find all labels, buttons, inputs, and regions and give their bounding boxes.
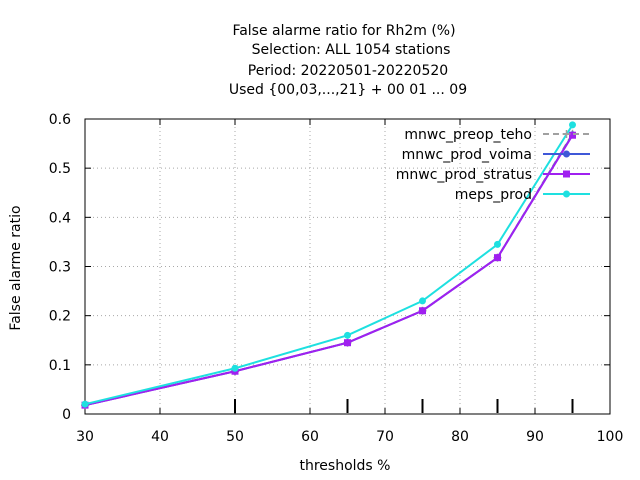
y-tick-label: 0 [62,407,71,423]
legend-label: mnwc_prod_stratus [396,167,532,183]
data-point [563,190,570,198]
x-tick-label: 40 [151,429,169,445]
x-tick-label: 70 [376,429,394,445]
series-group [81,121,577,410]
data-point [494,240,501,248]
x-tick-label: 60 [301,429,319,445]
data-point [562,130,571,138]
x-tick-label: 100 [597,429,624,445]
y-tick-label: 0.4 [49,210,71,226]
data-point [563,150,570,158]
y-tick-label: 0.5 [49,161,71,177]
data-point [231,364,239,372]
x-axis-label: thresholds % [300,458,391,474]
chart-title: False alarme ratio for Rh2m (%) Selectio… [229,23,467,98]
x-tick-label: 90 [526,429,544,445]
data-point [344,339,351,347]
title-line-4: Used {00,03,...,21} + 00 01 ... 09 [229,82,467,98]
plot-border [84,118,611,415]
title-line-2: Selection: ALL 1054 stations [252,42,451,58]
y-tick-label: 0.2 [49,309,71,325]
x-axis: 30 40 50 60 70 80 90 100 [76,119,623,445]
y-tick-label: 0.1 [49,358,71,374]
plot-frame [84,118,611,415]
title-line-1: False alarme ratio for Rh2m (%) [232,23,455,39]
data-point [569,121,576,129]
threshold-markers [234,399,574,413]
title-line-3: Period: 20220501-20220520 [248,63,448,79]
x-tick-label: 80 [451,429,469,445]
series-meps_prod [81,121,576,408]
data-point [344,331,351,339]
legend-label: mnwc_prod_voima [402,147,532,163]
y-axis: 0 0.1 0.2 0.3 0.4 0.5 0.6 [49,112,610,423]
grid [85,119,610,414]
y-axis-label: False alarme ratio [8,205,24,330]
data-point [569,131,576,139]
data-point [494,254,501,262]
legend-label: meps_prod [455,187,532,203]
data-point [419,307,426,315]
legend-label: mnwc_preop_teho [404,127,532,143]
y-tick-label: 0.3 [49,260,71,276]
data-point [419,297,426,305]
y-tick-label: 0.6 [49,112,71,128]
series-line [84,134,574,407]
series-line [84,124,574,406]
legend: mnwc_preop_teho mnwc_prod_voima mnwc_prod_… [396,127,590,203]
x-tick-label: 30 [76,429,94,445]
data-point [81,400,89,408]
x-tick-label: 50 [226,429,244,445]
data-point [563,170,570,178]
